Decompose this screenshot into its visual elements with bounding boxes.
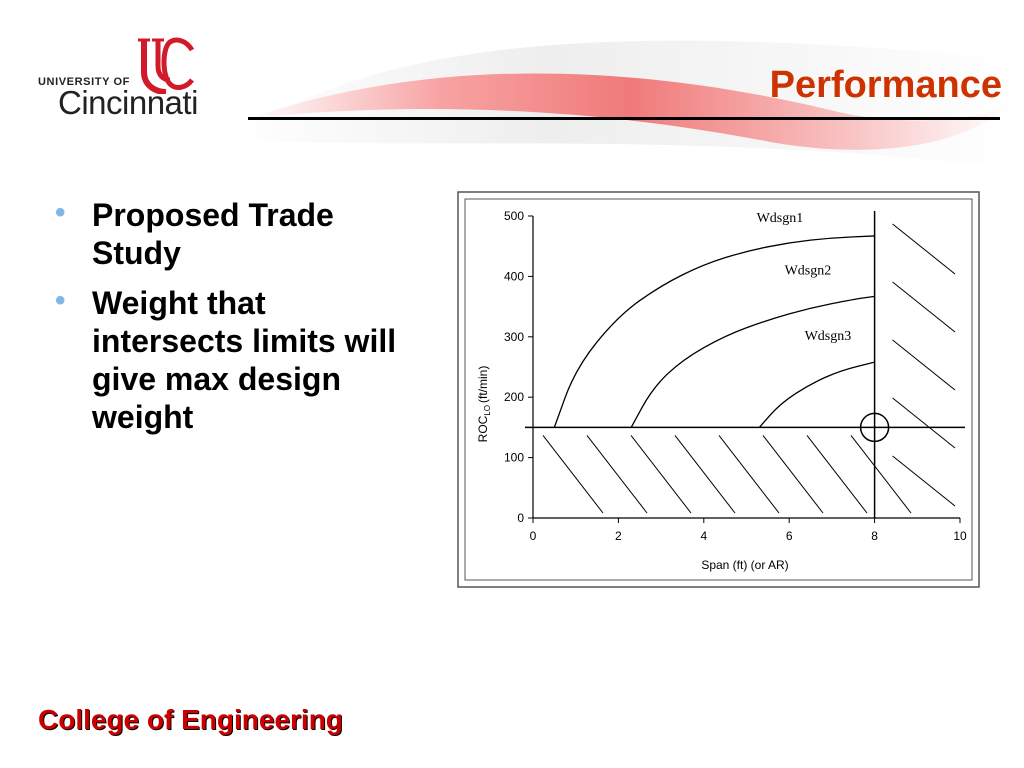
bullet-dot-icon: •	[55, 196, 66, 229]
x-tick-label: 8	[871, 529, 878, 543]
bullet-list: • Proposed Trade Study • Weight that int…	[55, 196, 415, 448]
y-tick-label: 400	[504, 269, 524, 283]
hatch-line	[850, 435, 912, 514]
hatch-line	[674, 435, 736, 514]
slide-title: Performance	[769, 64, 1002, 106]
bullet-item: • Weight that intersects limits will giv…	[55, 284, 415, 436]
x-tick-label: 10	[953, 529, 967, 543]
chart-curves: Wdsgn1 Wdsgn2 Wdsgn3	[553, 211, 875, 428]
hatched-regions	[542, 223, 956, 514]
y-axis-label-main: ROC	[476, 415, 490, 442]
hatch-line	[892, 223, 956, 275]
hatch-line	[542, 435, 604, 514]
series-label: Wdsgn1	[757, 211, 804, 226]
logo-university-of: UNIVERSITY OF	[38, 76, 130, 88]
chart-axes	[532, 216, 960, 519]
bullet-text: Weight that intersects limits will give …	[92, 285, 397, 435]
chart-inner-frame	[464, 198, 973, 581]
hatch-line	[630, 435, 692, 514]
x-tick-label: 2	[615, 529, 622, 543]
y-axis-label-subscript: LO	[483, 405, 492, 416]
series-line-wdsgn3	[758, 361, 875, 428]
series-line-wdsgn1	[553, 235, 875, 428]
intersection-circle	[859, 412, 890, 443]
chart-frame	[457, 191, 980, 588]
y-tick-label: 100	[504, 451, 524, 465]
hatch-line	[586, 435, 648, 514]
hatch-line	[762, 435, 824, 514]
header-swoosh	[230, 40, 1024, 170]
bullet-dot-icon: •	[55, 284, 66, 317]
series-line-wdsgn2	[630, 295, 875, 428]
university-logo: UNIVERSITY OF Cincinnati	[38, 36, 218, 128]
y-tick-label: 0	[517, 511, 524, 525]
hatch-line	[892, 281, 956, 333]
x-tick-label: 4	[700, 529, 707, 543]
series-label: Wdsgn3	[805, 329, 852, 344]
series-label: Wdsgn2	[785, 263, 832, 278]
bullet-text: Proposed Trade Study	[92, 197, 334, 271]
hatch-line	[892, 455, 956, 507]
y-tick-label: 300	[504, 330, 524, 344]
logo-cincinnati: Cincinnati	[58, 84, 198, 121]
x-tick-label: 0	[530, 529, 537, 543]
y-axis-label: ROCLO (ft/min)	[476, 366, 492, 443]
uc-logo-mark	[138, 37, 195, 94]
title-rule	[248, 117, 1000, 120]
hatch-line	[806, 435, 868, 514]
x-tick-label: 6	[786, 529, 793, 543]
limit-lines	[525, 211, 965, 518]
x-axis-label: Span (ft) (or AR)	[701, 558, 788, 572]
y-tick-label: 200	[504, 390, 524, 404]
hatch-line	[892, 397, 956, 449]
y-tick-label: 500	[504, 209, 524, 223]
footer-college: College of Engineering	[38, 704, 343, 735]
bullet-item: • Proposed Trade Study	[55, 196, 415, 272]
hatch-line	[718, 435, 780, 514]
hatch-line	[892, 339, 956, 391]
y-axis-label-units: (ft/min)	[476, 366, 490, 403]
